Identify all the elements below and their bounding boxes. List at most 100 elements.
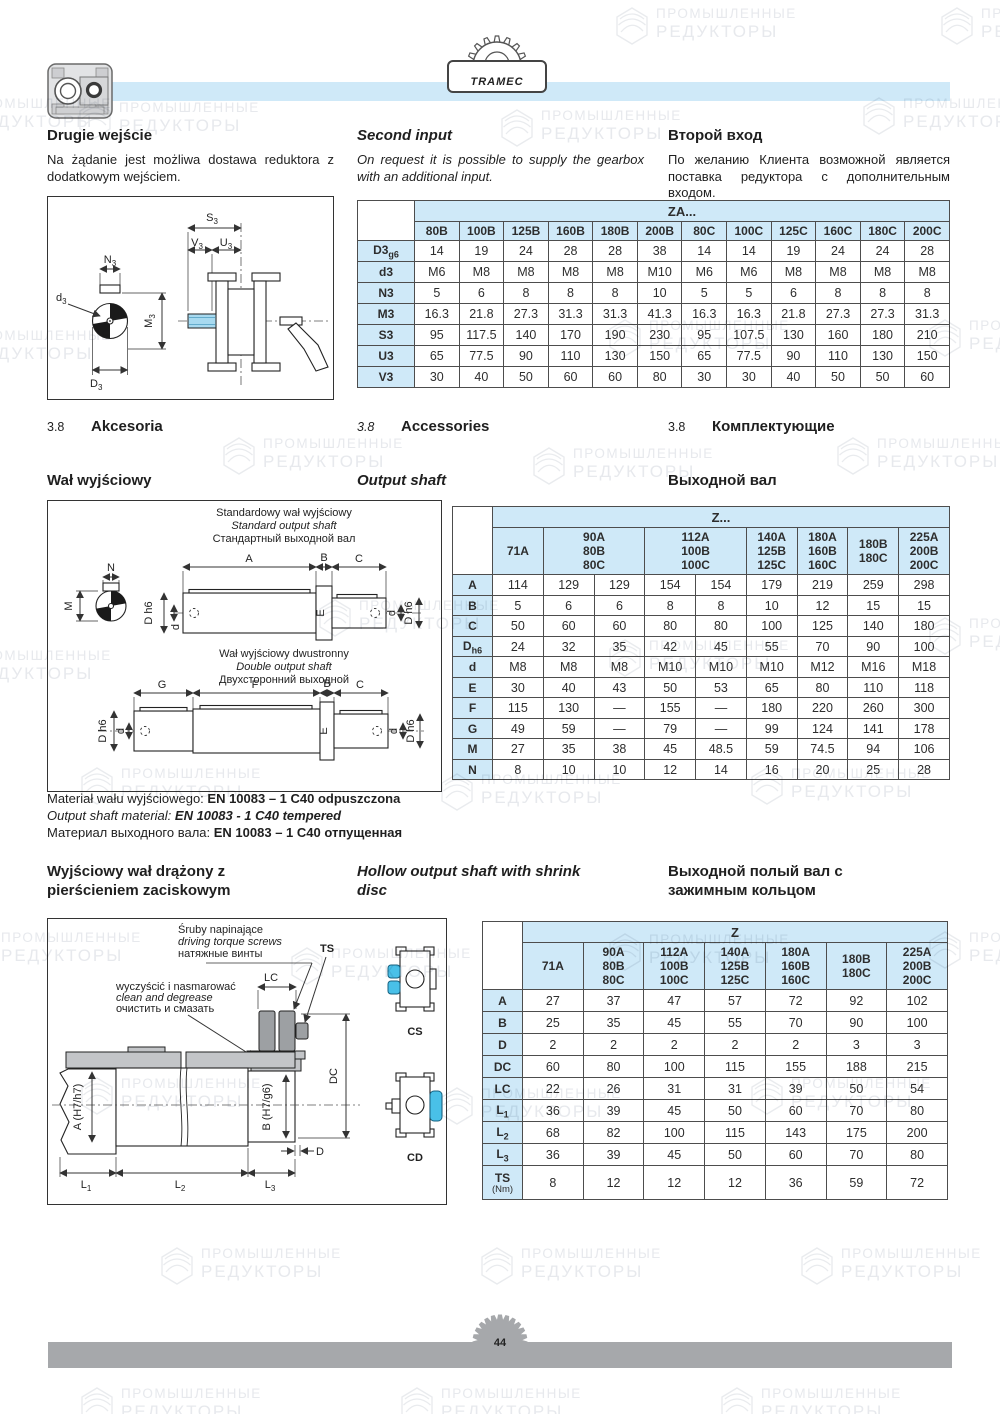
std-shaft-label-pl: Standardowy wał wyjściowy [216, 507, 352, 519]
cell: 90 [770, 345, 817, 368]
cell: 47 [643, 989, 706, 1013]
cell: 31.3 [547, 303, 594, 326]
cell: 129 [593, 574, 646, 596]
cell: 15 [898, 594, 950, 617]
cell: 24 [859, 240, 906, 263]
clean-note-pl: wyczyścić i nasmarować [115, 981, 236, 993]
cell: 60 [904, 366, 950, 389]
cell: M8 [593, 656, 646, 678]
screws-note-pl: Śruby napinające [178, 923, 263, 936]
table-row: M 27 35 38 45 48.5 59 74.5 94 106 [452, 738, 950, 760]
paragraph-second-input-pl: Na żądanie jest możliwa dostawa reduktor… [47, 152, 334, 184]
cell: 27.3 [503, 303, 549, 326]
cell: 100 [643, 1055, 706, 1079]
cell: M8 [503, 261, 549, 284]
cell: 59 [825, 1165, 888, 1201]
cell: 10 [593, 758, 646, 781]
cell: 65 [745, 676, 798, 699]
cell: 36 [522, 1143, 584, 1167]
cell: 118 [898, 676, 950, 699]
cell: 50 [825, 1077, 888, 1101]
cell: 38 [636, 240, 683, 263]
cell: — [695, 697, 747, 719]
cell: 45 [695, 635, 747, 658]
column-header: 160C [815, 220, 861, 242]
cell: 35 [542, 738, 595, 760]
table-row: V3 30 40 50 60 60 80 30 30 40 50 50 60 [357, 366, 950, 389]
cell: 31 [643, 1077, 706, 1101]
dim-label-V3: V3 [191, 237, 203, 251]
cell: 298 [898, 574, 950, 596]
row-label: L3 [482, 1143, 523, 1167]
cell: 79 [644, 717, 697, 740]
table-title: Z... [492, 506, 950, 528]
column-header: 180A 160B 160C [764, 941, 827, 991]
table-row: F 115 130—155—180 220 260 300 [452, 697, 950, 719]
cell: 60 [542, 615, 595, 637]
cell: M10 [636, 261, 683, 284]
cell: 28 [904, 240, 950, 263]
cell: 90 [503, 345, 549, 368]
cell: 12 [796, 594, 849, 617]
std-shaft-label-en: Standard output shaft [231, 520, 337, 532]
row-label: V3 [357, 366, 415, 389]
za-table: ZA... 80B 100B 125B 160B 180B 200B 80C 100C 125C 1… [357, 199, 950, 389]
cell: 10 [636, 282, 683, 305]
cell: 94 [847, 738, 900, 760]
cell: 3 [825, 1033, 888, 1057]
hex-coil-icon [721, 1387, 753, 1414]
row-label: A [482, 989, 523, 1013]
table-row: LC 22 26 31 31 39 50 54 [482, 1077, 948, 1101]
logo-text: TRAMEC [470, 76, 523, 88]
torque-arm [287, 322, 329, 372]
dim-label-Dh6-3: D h6 [97, 719, 109, 742]
dim-label-S3: S3 [206, 212, 218, 226]
dim-label-d: d [170, 624, 182, 630]
clean-note-ru: очистить и смазать [116, 1003, 214, 1015]
second-input-shaft [187, 313, 217, 329]
table-row: L3 36 39 45 50 60 70 80 [482, 1143, 948, 1167]
cell: 260 [847, 697, 900, 719]
cell: M6 [726, 261, 772, 284]
table-row: D3g6 14 19 24 28 28 38 14 14 19 24 24 28 [357, 240, 950, 263]
cell: 31.3 [592, 303, 638, 326]
cell: 100 [886, 1011, 948, 1035]
cell: 155 [644, 697, 697, 719]
table-title: Z [522, 921, 948, 943]
cell: 80 [582, 1055, 645, 1079]
hex-coil-icon [941, 7, 973, 45]
column-header: 90A 80B 80C [582, 941, 645, 991]
cell: 130 [542, 697, 595, 719]
cell: M6 [681, 261, 728, 284]
cell: 80 [796, 676, 849, 699]
column-header: 112A 100B 100C [644, 526, 747, 576]
cell: 40 [770, 366, 817, 389]
cell: 230 [636, 324, 683, 347]
cell: 220 [796, 697, 849, 719]
cell: 80 [636, 366, 683, 389]
cell: 219 [796, 574, 849, 596]
row-label: LC [482, 1077, 523, 1101]
section-38-en: 3.8 Accessories [357, 418, 490, 435]
gearbox-side-view [187, 272, 329, 372]
cell: 100 [898, 635, 950, 658]
paragraph-second-input-ru: По желанию Клиента возможной является по… [668, 152, 950, 201]
cell: 6 [770, 282, 817, 305]
cell: 50 [644, 676, 697, 699]
dim-label-d2: d [386, 610, 398, 616]
dim-label-L1: L1 [81, 1179, 92, 1193]
row-label: S3 [357, 324, 415, 347]
dim-label-C: C [355, 553, 363, 565]
cell: 14 [726, 240, 772, 263]
cell: — [695, 717, 747, 740]
cell: 80 [886, 1099, 948, 1123]
std-shaft-label-ru: Стандартный выходной вал [213, 533, 356, 545]
cell: — [593, 697, 646, 719]
dim-label-d3: d [115, 728, 127, 734]
